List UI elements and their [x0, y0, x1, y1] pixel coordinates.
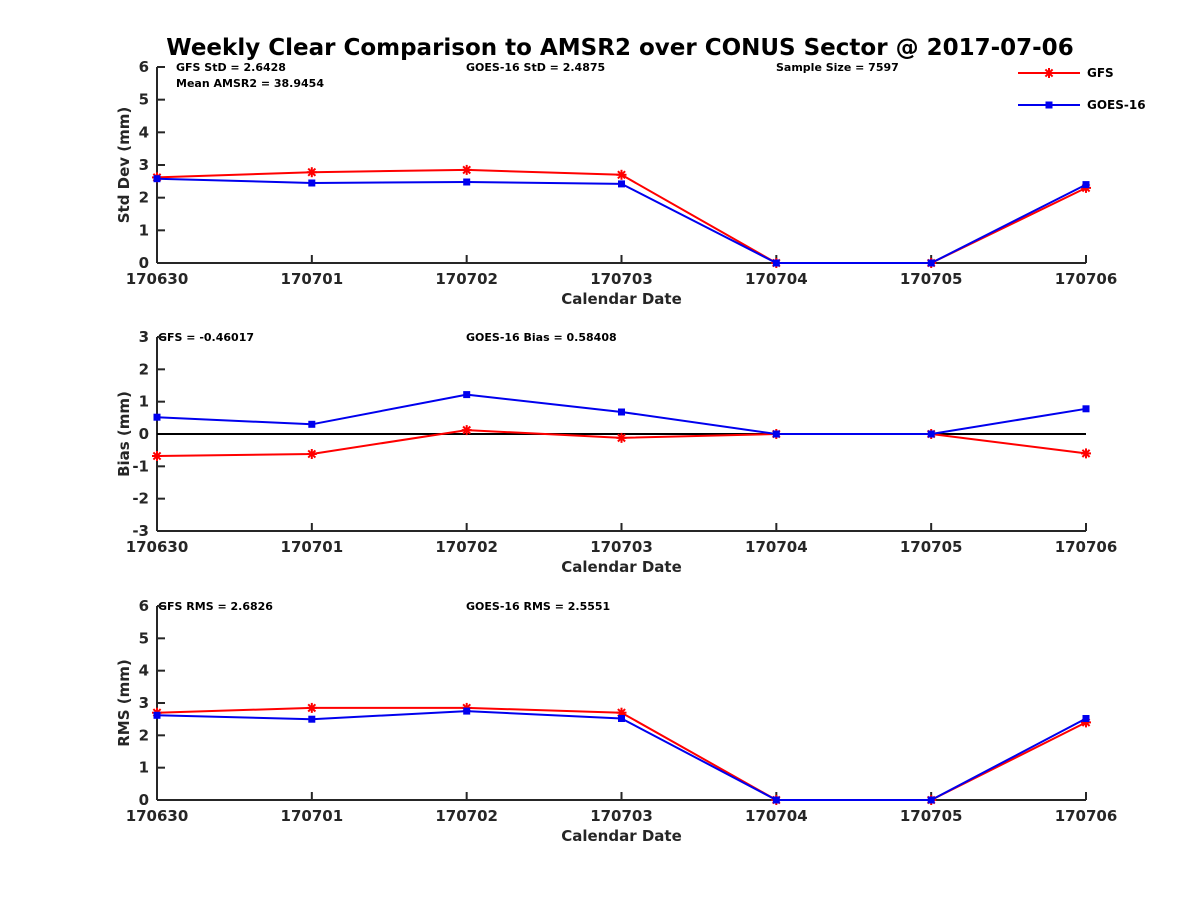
stddev-x-tick-label: 170705: [900, 270, 963, 288]
bias-x-tick-label: 170630: [126, 538, 189, 556]
stddev-gfs-point: [461, 164, 472, 175]
bias-y-tick-label: 2: [139, 360, 149, 378]
legend-goes16-marker: [1045, 101, 1053, 109]
rms-y-tick-label: 4: [139, 662, 149, 680]
bias-x-tick-label: 170701: [281, 538, 344, 556]
bias-goes16-point: [927, 430, 935, 438]
rms-y-tick-label: 0: [139, 791, 149, 809]
bias-goes16-stat: GOES-16 Bias = 0.58408: [466, 331, 617, 344]
stddev-panel: GFS StD = 2.6428 Mean AMSR2 = 38.9454 GO…: [115, 58, 1117, 308]
stddev-x-tick-label: 170703: [590, 270, 653, 288]
rms-goes16-stat: GOES-16 RMS = 2.5551: [466, 600, 610, 613]
bias-gfs-point: [461, 425, 472, 436]
bias-y-tick-label: 3: [139, 328, 149, 346]
rms-goes16-point: [618, 715, 625, 722]
rms-y-tick-label: 5: [139, 629, 149, 647]
rms-panel: GFS RMS = 2.6826 GOES-16 RMS = 2.5551 01…: [115, 597, 1117, 845]
stddev-x-tick-label: 170706: [1055, 270, 1118, 288]
bias-gfs-point: [1081, 448, 1091, 459]
stddev-y-tick-label: 3: [139, 156, 149, 174]
stddev-x-tick-label: 170702: [435, 270, 498, 288]
stddev-y-tick-label: 6: [139, 58, 149, 76]
bias-gfs-stat: GFS = -0.46017: [158, 331, 254, 344]
stddev-goes16-point: [772, 259, 780, 267]
rms-goes16-point: [772, 796, 780, 804]
rms-goes16-point: [463, 707, 471, 715]
rms-x-tick-label: 170704: [745, 807, 808, 825]
stddev-gfs-point: [306, 167, 317, 178]
bias-goes16-point: [153, 413, 161, 421]
rms-goes16-point: [308, 715, 316, 723]
bias-x-tick-label: 170702: [435, 538, 498, 556]
stddev-goes16-point: [927, 259, 935, 267]
bias-x-tick-label: 170706: [1055, 538, 1118, 556]
legend: GFS GOES-16: [1018, 66, 1146, 112]
stddev-x-tick-label: 170701: [281, 270, 344, 288]
rms-x-tick-label: 170702: [435, 807, 498, 825]
legend-gfs-marker: [1044, 68, 1054, 78]
rms-goes16-point: [927, 796, 935, 804]
stddev-y-tick-label: 0: [139, 254, 149, 272]
stddev-goes16-point: [153, 175, 161, 183]
bias-x-tick-label: 170704: [745, 538, 808, 556]
bias-x-tick-label: 170705: [900, 538, 963, 556]
bias-gfs-point: [152, 451, 162, 461]
stddev-mean-amsr2: Mean AMSR2 = 38.9454: [176, 77, 324, 90]
bias-y-axis-label: Bias (mm): [115, 391, 133, 477]
figure-title: Weekly Clear Comparison to AMSR2 over CO…: [166, 35, 1073, 61]
rms-x-tick-label: 170630: [126, 807, 189, 825]
stddev-gfs-stat: GFS StD = 2.6428: [176, 61, 286, 74]
bias-gfs-point: [616, 432, 627, 443]
stddev-y-tick-label: 4: [139, 123, 149, 141]
stddev-goes16-point: [463, 178, 471, 186]
stddev-x-tick-label: 170630: [126, 270, 189, 288]
rms-y-axis-label: RMS (mm): [115, 659, 133, 746]
rms-x-axis-label: Calendar Date: [561, 827, 682, 845]
stddev-goes16-point: [1082, 181, 1090, 189]
bias-goes16-point: [618, 408, 625, 416]
bias-goes16-point: [308, 420, 316, 428]
rms-x-tick-label: 170703: [590, 807, 653, 825]
rms-goes16-line: [156, 710, 1087, 801]
stddev-goes16-point: [308, 179, 316, 187]
stddev-x-tick-label: 170704: [745, 270, 808, 288]
rms-y-tick-label: 2: [139, 726, 149, 744]
bias-y-tick-label: -3: [132, 522, 149, 540]
bias-goes16-point: [1082, 405, 1090, 413]
bias-x-axis-label: Calendar Date: [561, 558, 682, 576]
stddev-goes16-line: [156, 177, 1087, 264]
bias-y-tick-label: -2: [132, 490, 149, 508]
stddev-gfs-point: [616, 169, 627, 180]
bias-panel: GFS = -0.46017 GOES-16 Bias = 0.58408 -3…: [115, 328, 1117, 576]
stddev-y-tick-label: 1: [139, 221, 149, 239]
rms-x-tick-label: 170706: [1055, 807, 1118, 825]
rms-y-tick-label: 3: [139, 694, 149, 712]
rms-gfs-point: [306, 702, 317, 713]
bias-goes16-point: [772, 430, 780, 438]
bias-goes16-point: [463, 391, 471, 399]
legend-gfs-label: GFS: [1087, 66, 1114, 80]
stddev-y-tick-label: 2: [139, 189, 149, 207]
stddev-goes16-point: [618, 180, 625, 188]
rms-gfs-stat: GFS RMS = 2.6826: [158, 600, 273, 613]
stddev-x-axis-label: Calendar Date: [561, 290, 682, 308]
rms-x-tick-label: 170705: [900, 807, 963, 825]
stddev-goes16-stat: GOES-16 StD = 2.4875: [466, 61, 605, 74]
rms-y-tick-label: 6: [139, 597, 149, 615]
stddev-y-tick-label: 5: [139, 91, 149, 109]
rms-y-tick-label: 1: [139, 759, 149, 777]
rms-goes16-point: [153, 711, 161, 719]
stddev-sample-size: Sample Size = 7597: [776, 61, 899, 74]
bias-y-tick-label: -1: [132, 457, 149, 475]
bias-y-tick-label: 1: [139, 393, 149, 411]
bias-y-tick-label: 0: [139, 425, 149, 443]
legend-goes16-label: GOES-16: [1087, 98, 1146, 112]
rms-goes16-point: [1082, 715, 1090, 722]
bias-gfs-point: [306, 449, 317, 459]
stddev-y-axis-label: Std Dev (mm): [115, 107, 133, 224]
bias-x-tick-label: 170703: [590, 538, 653, 556]
rms-x-tick-label: 170701: [281, 807, 344, 825]
